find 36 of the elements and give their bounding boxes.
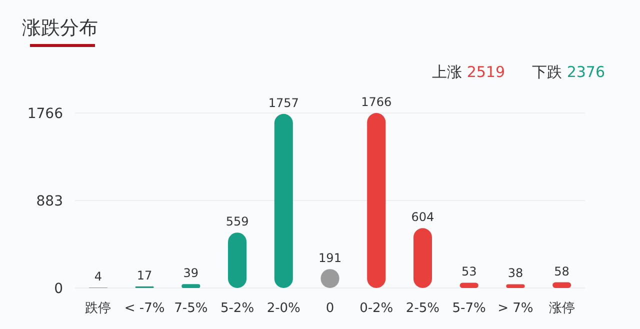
x-tick-label: 5-7% [452, 301, 486, 316]
data-label: 39 [183, 266, 199, 280]
x-tick-label: 跌停 [85, 301, 112, 316]
bar [274, 114, 293, 288]
bar [367, 113, 386, 288]
data-label: 604 [411, 210, 434, 224]
x-tick-label: < -7% [124, 301, 165, 316]
text: 下跌 2376 [532, 63, 605, 81]
data-label: 17 [136, 268, 152, 282]
bar [552, 282, 572, 288]
x-tick-label: 涨停 [548, 301, 575, 316]
x-tick-label: 2-5% [406, 301, 440, 316]
chart-title: 涨跌分布 [22, 17, 98, 39]
bar [182, 284, 200, 288]
y-tick-label: 1766 [27, 106, 64, 122]
x-tick-label: 2-0% [266, 301, 300, 316]
data-label: 53 [461, 264, 477, 279]
x-tick-label: 0-2% [360, 301, 394, 316]
text: 上涨 2519 [432, 63, 505, 81]
data-label: 191 [318, 251, 342, 266]
data-label: 4 [94, 270, 102, 284]
x-tick-label: 5-2% [220, 301, 254, 316]
x-tick-label: 0 [326, 301, 334, 316]
data-label: 559 [226, 214, 249, 229]
x-tick-label: > 7% [498, 301, 534, 316]
bar [506, 284, 525, 288]
y-tick-label: 0 [54, 281, 63, 297]
data-label: 58 [554, 264, 570, 278]
bar [413, 228, 432, 288]
bar [460, 282, 478, 288]
y-tick-label: 883 [36, 194, 63, 210]
data-label: 38 [508, 266, 524, 280]
data-label: 1766 [361, 95, 392, 109]
bar [228, 232, 247, 288]
x-tick-label: 7-5% [174, 301, 208, 316]
data-label: 1757 [268, 96, 299, 110]
